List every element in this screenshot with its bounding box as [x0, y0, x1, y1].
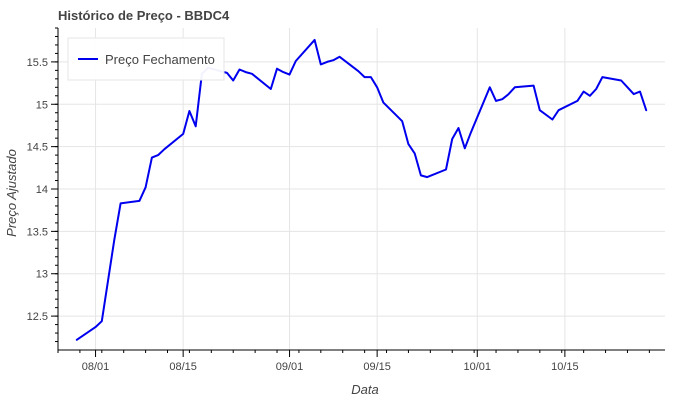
- data-point: [101, 320, 103, 322]
- data-point: [245, 71, 247, 73]
- data-point: [188, 110, 190, 112]
- data-point: [251, 73, 253, 75]
- y-tick-label: 12.5: [27, 311, 48, 323]
- data-point: [113, 239, 115, 241]
- data-point: [595, 88, 597, 90]
- chart-title: Histórico de Preço - BBDC4: [58, 8, 230, 23]
- data-point: [551, 119, 553, 121]
- data-point: [357, 70, 359, 72]
- data-point: [145, 186, 147, 188]
- data-point: [120, 202, 122, 204]
- data-point: [320, 63, 322, 65]
- data-point: [407, 143, 409, 145]
- data-point: [270, 88, 272, 90]
- chart-legend[interactable]: Preço Fechamento: [67, 37, 225, 81]
- data-point: [382, 102, 384, 104]
- legend-label: Preço Fechamento: [105, 52, 215, 67]
- data-point: [151, 157, 153, 159]
- y-tick-label: 13: [36, 269, 48, 281]
- data-point: [163, 148, 165, 150]
- grid-layer: [58, 28, 665, 350]
- data-point: [470, 131, 472, 133]
- y-tick-label: 14: [36, 184, 48, 196]
- data-point: [376, 86, 378, 88]
- data-point: [508, 93, 510, 95]
- data-point: [295, 60, 297, 62]
- data-point: [514, 86, 516, 88]
- data-point: [276, 68, 278, 70]
- data-point: [414, 152, 416, 154]
- data-point: [239, 69, 241, 71]
- data-point: [464, 147, 466, 149]
- data-point: [645, 109, 647, 111]
- data-point: [583, 91, 585, 93]
- data-point: [232, 80, 234, 82]
- data-point: [501, 98, 503, 100]
- data-point: [339, 56, 341, 58]
- series-line-0: [75, 38, 648, 341]
- data-point: [289, 74, 291, 76]
- data-point: [326, 61, 328, 63]
- y-tick-label: 13.5: [27, 226, 48, 238]
- y-tick-label: 15.5: [27, 57, 48, 69]
- data-point: [420, 174, 422, 176]
- data-point: [314, 39, 316, 41]
- data-point: [370, 76, 372, 78]
- data-point: [558, 109, 560, 111]
- data-point: [364, 76, 366, 78]
- data-point: [445, 169, 447, 171]
- data-point: [95, 326, 97, 328]
- data-point: [226, 72, 228, 74]
- data-point: [533, 85, 535, 87]
- data-point: [282, 71, 284, 73]
- data-point: [426, 176, 428, 178]
- data-point: [539, 109, 541, 111]
- data-point: [157, 154, 159, 156]
- data-point: [633, 93, 635, 95]
- data-point: [627, 86, 629, 88]
- data-point: [495, 100, 497, 102]
- data-point: [589, 95, 591, 97]
- axis-layer: 08/01 08/15 09/01 09/15 10/01 10/15 12.5 13 13.5…: [27, 27, 665, 373]
- x-tick-label: 09/01: [276, 361, 304, 373]
- data-point: [458, 127, 460, 129]
- series-layer: [75, 38, 648, 341]
- data-point: [489, 86, 491, 88]
- data-point: [451, 138, 453, 140]
- data-point: [620, 80, 622, 82]
- x-tick-label: 08/15: [169, 361, 197, 373]
- data-point: [601, 76, 603, 78]
- data-point: [195, 125, 197, 127]
- y-tick-label: 14.5: [27, 142, 48, 154]
- data-point: [639, 91, 641, 93]
- y-axis-label: Preço Ajustado: [4, 149, 19, 237]
- x-tick-label: 08/01: [82, 361, 110, 373]
- data-point: [138, 200, 140, 202]
- x-tick-label: 09/15: [363, 361, 391, 373]
- y-tick-label: 15: [36, 99, 48, 111]
- data-point: [182, 133, 184, 135]
- data-point: [332, 59, 334, 61]
- data-point: [576, 100, 578, 102]
- x-tick-label: 10/01: [464, 361, 492, 373]
- data-point: [76, 339, 78, 341]
- data-point: [401, 120, 403, 122]
- x-tick-label: 10/15: [551, 361, 579, 373]
- x-axis-label: Data: [351, 382, 378, 397]
